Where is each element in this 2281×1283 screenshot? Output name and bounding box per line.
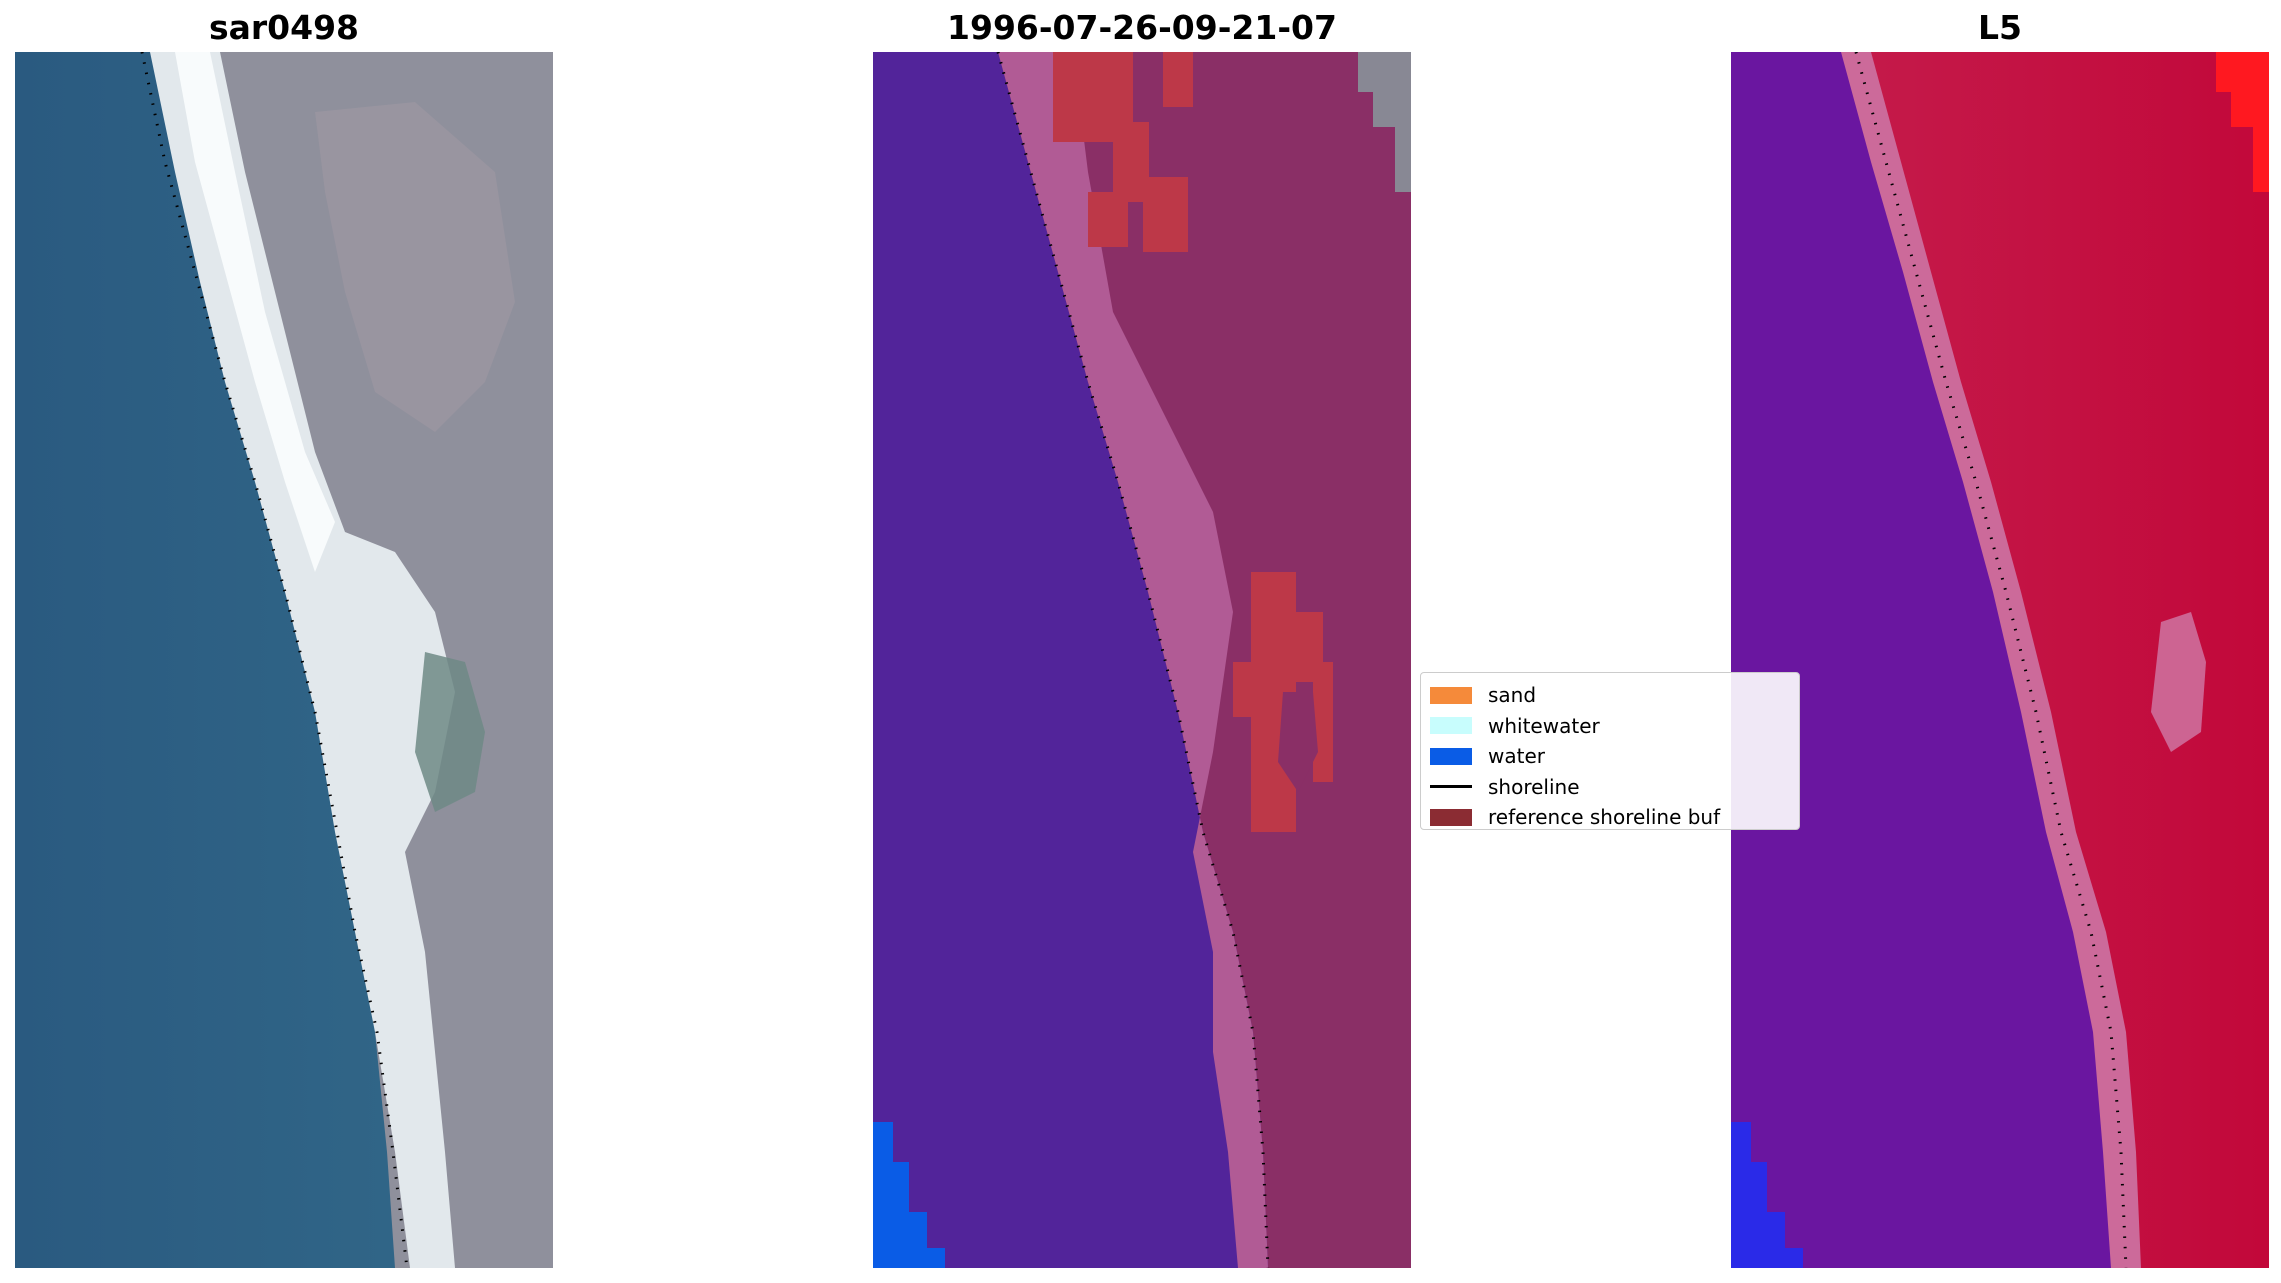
index-image <box>1731 52 2269 1268</box>
legend-item-sand: sand <box>1430 680 1799 711</box>
classified-image-panel <box>873 52 1411 1268</box>
legend-swatch-sand <box>1430 686 1472 704</box>
legend-item-whitewater: whitewater <box>1430 711 1799 742</box>
panel-title-index: L5 <box>1978 8 2022 47</box>
rgb-image-panel <box>15 52 553 1268</box>
class-gray-corner <box>1358 52 1411 192</box>
index-land-area <box>1856 52 2269 1268</box>
class-land-hole <box>1278 692 1318 792</box>
rgb-surf-core <box>175 52 335 572</box>
classified-image <box>873 52 1411 1268</box>
legend-item-reference-buffer: reference shoreline buf <box>1430 802 1799 830</box>
index-bright-patch <box>2151 612 2206 752</box>
rgb-land-patch <box>315 102 515 432</box>
shoreline-dots-rgb <box>140 52 409 1268</box>
rgb-whitewater-band <box>150 52 455 1268</box>
class-sand-band <box>998 52 1268 1268</box>
rgb-image <box>15 52 553 1268</box>
legend-label-reference-buffer: reference shoreline buf <box>1488 805 1721 830</box>
class-buffer-patch-top <box>1053 52 1193 252</box>
rgb-lagoon <box>415 652 485 812</box>
index-transition-band <box>1841 52 2141 1268</box>
legend-label-shoreline: shoreline <box>1488 774 1580 799</box>
legend-swatch-whitewater <box>1430 717 1472 735</box>
legend-item-shoreline: shoreline <box>1430 772 1799 803</box>
legend-label-whitewater: whitewater <box>1488 713 1600 738</box>
index-bright-red-corner <box>2216 52 2269 192</box>
legend-item-water: water <box>1430 741 1799 772</box>
legend-label-sand: sand <box>1488 683 1537 708</box>
legend-line-shoreline <box>1430 785 1472 789</box>
legend-swatch-water <box>1430 747 1472 765</box>
class-water-blue-corner <box>873 1122 945 1268</box>
index-blue-corner <box>1731 1122 1803 1268</box>
index-image-panel <box>1731 52 2269 1268</box>
legend-label-water: water <box>1488 744 1545 769</box>
panel-title-rgb: sar0498 <box>208 8 360 47</box>
panel-title-classified: 1996-07-26-09-21-07 <box>947 8 1337 47</box>
legend: sand whitewater water shoreline referenc… <box>1420 672 1800 830</box>
legend-swatch-reference-buffer <box>1430 808 1472 826</box>
